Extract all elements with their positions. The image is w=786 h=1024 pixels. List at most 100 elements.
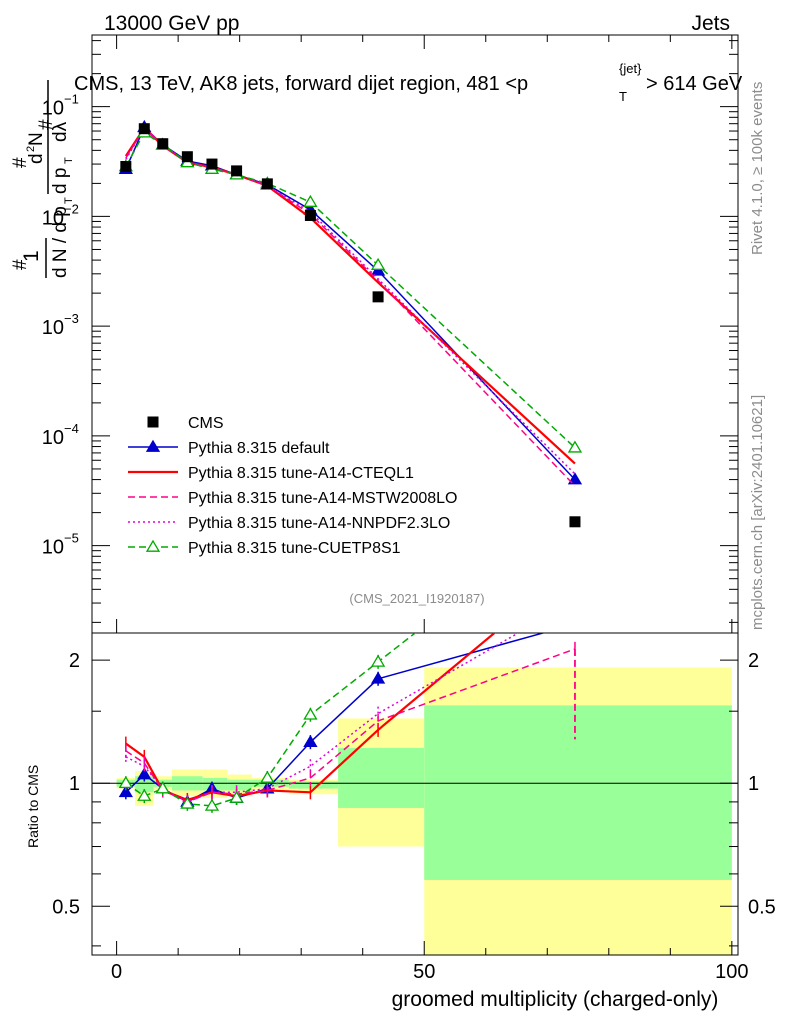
x-tick-label: 100 <box>715 961 748 983</box>
legend-marker-4 <box>145 539 161 552</box>
ratio-line-2 <box>125 648 576 803</box>
y-tick-exponent: −3 <box>64 311 79 326</box>
ratio-tick-label-right: 0.5 <box>748 896 776 918</box>
ratio-marker-4 <box>204 798 220 811</box>
series-marker-4 <box>370 257 386 270</box>
ratio-marker-0 <box>303 734 318 748</box>
series-line-1 <box>124 126 576 465</box>
ratio-marker-0 <box>370 671 386 684</box>
ratio-marker-0 <box>118 785 133 798</box>
header-energy: 13000 GeV pp <box>104 12 239 35</box>
plot-title: CMS, 13 TeV, AK8 jets, forward dijet reg… <box>74 61 743 104</box>
data-point-2 <box>157 138 169 150</box>
band-green-9 <box>424 705 732 880</box>
series-marker-4 <box>303 194 318 207</box>
svg-text:d: d <box>26 153 47 164</box>
data-point-1 <box>138 123 150 135</box>
svg-text:d p: d p <box>50 168 71 194</box>
legend-label-4: Pythia 8.315 tune-CUETP8S1 <box>188 540 401 557</box>
legend-label-2: Pythia 8.315 tune-A14-MSTW2008LO <box>188 490 457 507</box>
ratio-tick-label-right: 2 <box>748 650 759 672</box>
svg-text:d N / d p: d N / d p <box>50 206 71 278</box>
title-p: p <box>517 73 528 95</box>
ratio-line-1 <box>125 633 497 802</box>
data-point-9 <box>569 516 581 528</box>
svg-text:2: 2 <box>25 146 37 152</box>
x-tick-label: 0 <box>111 961 122 983</box>
header-process: Jets <box>691 12 730 35</box>
svg-text:CMS, 13 TeV, AK8 jets, forward: CMS, 13 TeV, AK8 jets, forward dijet reg… <box>74 73 528 95</box>
data-point-0 <box>120 161 132 173</box>
data-point-7 <box>304 209 316 221</box>
title-sub: T <box>619 89 627 104</box>
ratio-bands <box>92 667 738 955</box>
legend-label-0: Pythia 8.315 default <box>188 440 330 457</box>
y-axis-label-main: # 1 d N / d p T # d 2 N d p T dλ # <box>10 80 75 278</box>
ratio-line-3 <box>125 633 520 803</box>
ratio-series <box>118 502 581 813</box>
band-green-7 <box>288 781 339 789</box>
ratio-marker-4 <box>180 796 195 809</box>
legend-label-3: Pythia 8.315 tune-A14-NNPDF2.3LO <box>188 515 450 532</box>
y-tick-exponent: −4 <box>64 421 79 436</box>
svg-text:T: T <box>63 197 75 204</box>
ratio-marker-4 <box>303 707 318 720</box>
y-tick-label: 10 <box>42 537 64 559</box>
legend-marker-0 <box>145 439 161 452</box>
ratio-tick-label: 2 <box>69 650 80 672</box>
y-tick-label: 10 <box>42 98 64 120</box>
title-main: CMS, 13 TeV, AK8 jets, forward dijet reg… <box>74 73 517 95</box>
ratio-tick-label: 0.5 <box>52 896 80 918</box>
svg-text:N: N <box>26 132 47 146</box>
ratio-marker-0 <box>137 767 152 780</box>
legend-marker-data <box>147 416 159 428</box>
data-point-3 <box>181 151 193 163</box>
svg-text:T: T <box>63 157 75 164</box>
data-point-4 <box>206 158 218 170</box>
main-series <box>118 119 583 528</box>
legend-label-data: CMS <box>188 415 224 432</box>
y-tick-label: 10 <box>42 317 64 339</box>
ratio-line-4 <box>125 633 417 807</box>
band-green-5 <box>227 779 252 791</box>
data-point-8 <box>372 291 384 303</box>
ratio-tick-label: 1 <box>69 773 80 795</box>
ratio-marker-4 <box>260 770 275 783</box>
y-tick-exponent: −2 <box>64 201 79 216</box>
svg-text:1: 1 <box>20 250 43 262</box>
x-axis-label: groomed multiplicity (charged-only) <box>392 988 719 1011</box>
legend-label-1: Pythia 8.315 tune-A14-CTEQL1 <box>188 465 414 482</box>
analysis-id: (CMS_2021_I1920187) <box>349 591 484 606</box>
svg-text:dλ: dλ <box>50 121 71 142</box>
ratio-tick-label-right: 1 <box>748 773 759 795</box>
svg-text:#: # <box>36 119 57 130</box>
band-green-1 <box>135 776 154 793</box>
series-marker-0 <box>567 472 583 485</box>
band-green-8 <box>338 747 425 808</box>
series-line-2 <box>125 126 576 487</box>
y-tick-label: 10 <box>42 427 64 449</box>
rivet-label: Rivet 4.1.0, ≥ 100k events <box>749 82 766 255</box>
mcplots-label: mcplots.cern.ch [arXiv:2401.10621] <box>749 395 766 630</box>
x-tick-label: 50 <box>413 961 435 983</box>
svg-text:#: # <box>10 157 31 168</box>
ratio-marker-0 <box>569 618 581 628</box>
series-line-4 <box>125 131 576 449</box>
y-tick-exponent: −5 <box>64 531 79 546</box>
title-end: > 614 GeV <box>646 73 743 95</box>
legend: CMS Pythia 8.315 default Pythia 8.315 tune… <box>128 415 457 557</box>
data-point-5 <box>231 165 243 177</box>
svg-text:#: # <box>10 259 31 270</box>
ratio-marker-4 <box>137 788 152 801</box>
data-point-6 <box>261 178 273 190</box>
y-tick-label: 10 <box>42 207 64 229</box>
ratio-marker-4 <box>370 654 386 667</box>
ratio-marker-4 <box>569 502 581 512</box>
y-axis-label-ratio: Ratio to CMS <box>25 765 41 848</box>
title-sup: {jet} <box>619 61 642 76</box>
ratio-marker-4 <box>155 781 170 794</box>
ratio-marker-4 <box>229 790 244 803</box>
y-tick-exponent: −1 <box>64 92 79 107</box>
series-marker-4 <box>567 440 583 453</box>
